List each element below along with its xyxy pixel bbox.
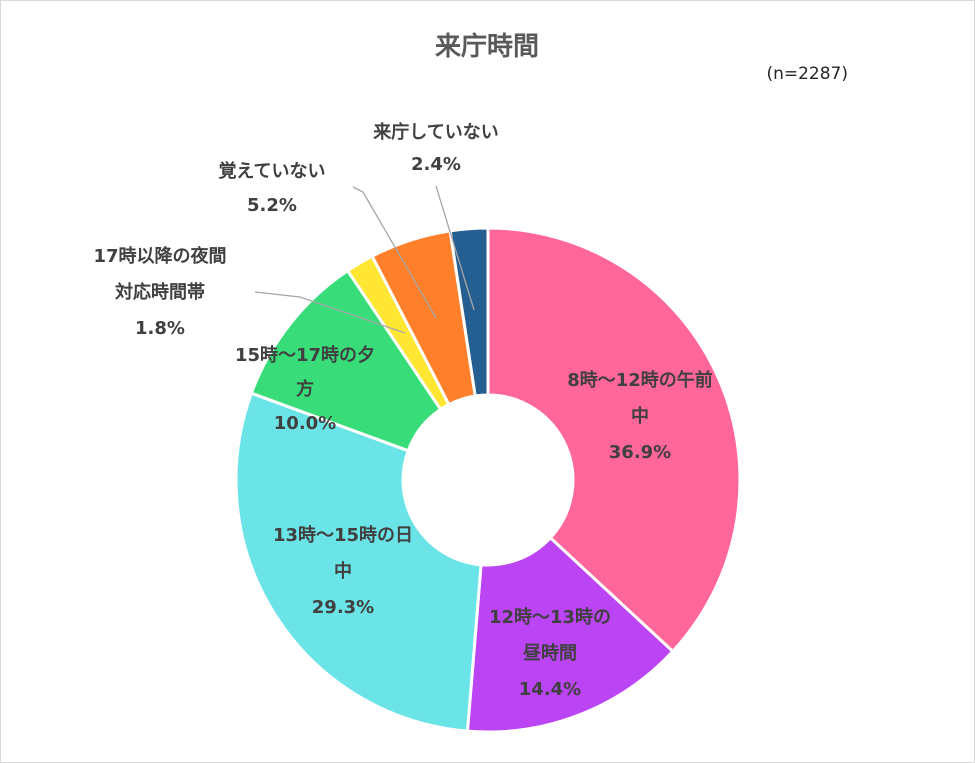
chart-title: 来庁時間 <box>435 31 539 62</box>
label-evening: 15時～17時の夕方 10.0% <box>235 344 375 434</box>
label-dont-remember: 覚えていない 5.2% <box>218 160 325 216</box>
leader-night <box>254 291 406 334</box>
slice-daytime <box>234 391 483 733</box>
category-label: 方 <box>296 378 314 400</box>
label-daytime: 13時～15時の日中 29.3% <box>273 525 413 618</box>
slice-noon <box>465 535 675 734</box>
sample-size-note: (n=2287) <box>766 64 848 84</box>
value-label: 2.4% <box>411 154 461 175</box>
value-label: 5.2% <box>247 195 297 216</box>
leader-not-visited <box>435 185 475 311</box>
category-label: 12時～13時の <box>489 607 611 628</box>
value-label: 10.0% <box>274 413 336 434</box>
value-label: 14.4% <box>519 679 581 700</box>
leader-lines <box>254 185 475 334</box>
category-label: 8時～12時の午前 <box>567 369 713 391</box>
label-not-visited: 来庁していない 2.4% <box>372 121 498 175</box>
category-label: 対応時間帯 <box>114 281 205 303</box>
value-label: 36.9% <box>609 442 671 463</box>
category-label: 覚えていない <box>218 160 325 182</box>
label-night: 17時以降の夜間対応時間帯 1.8% <box>93 245 226 339</box>
label-noon: 12時～13時の昼時間 14.4% <box>489 607 611 700</box>
value-label: 29.3% <box>312 597 374 618</box>
slice-not-visited <box>448 226 490 398</box>
category-label: 中 <box>631 405 649 427</box>
category-label: 15時～17時の夕 <box>235 344 375 366</box>
data-labels: 8時～12時の午前中 36.9%12時～13時の昼時間 14.4%13時～15時の日… <box>93 121 712 700</box>
value-label: 1.8% <box>135 318 185 339</box>
leader-dont-remember <box>352 186 437 319</box>
category-label: 来庁していない <box>372 121 498 143</box>
label-morning: 8時～12時の午前中 36.9% <box>567 369 713 463</box>
slice-morning <box>486 226 742 654</box>
category-label: 13時～15時の日 <box>273 525 413 546</box>
category-label: 昼時間 <box>523 643 577 664</box>
slices-group <box>234 226 742 734</box>
category-label: 中 <box>334 560 352 582</box>
slice-evening <box>249 268 443 453</box>
category-label: 17時以降の夜間 <box>93 245 226 267</box>
